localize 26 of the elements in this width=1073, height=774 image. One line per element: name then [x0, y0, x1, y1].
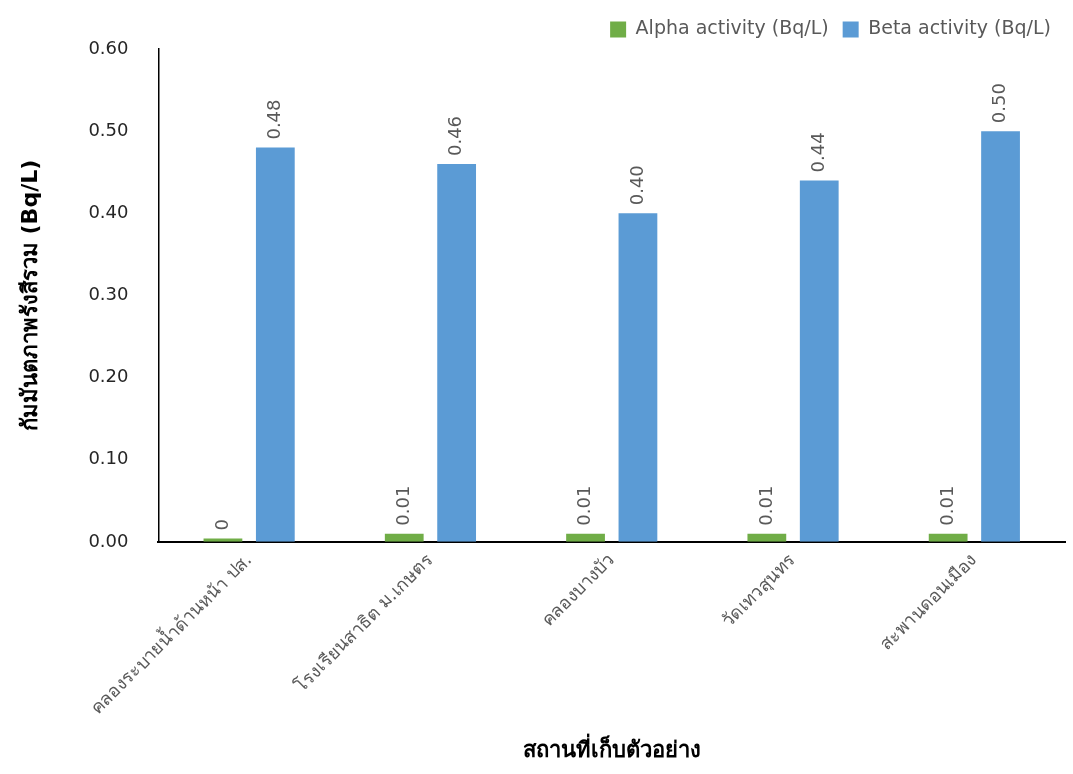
y-tick-label: 0.60 [88, 36, 129, 58]
bar [437, 164, 477, 542]
y-axis-title: กัมมันตภาพรังสีรวม (Bq/L) [16, 159, 42, 432]
y-tick-label: 0.00 [88, 529, 129, 551]
y-tick-label: 0.30 [88, 283, 129, 305]
legend-label: Beta activity (Bq/L) [868, 16, 1052, 39]
data-label: 0.01 [391, 485, 413, 526]
data-label: 0.50 [988, 83, 1010, 124]
data-label: 0.01 [573, 485, 595, 526]
data-label: 0.01 [754, 485, 776, 526]
legend-label: Alpha activity (Bq/L) [635, 16, 829, 39]
data-label: 0 [210, 519, 232, 531]
x-axis-title: สถานที่เก็บตัวอย่าง [522, 732, 701, 762]
bar [981, 131, 1020, 542]
data-label: 0.46 [444, 115, 466, 156]
data-label: 0.40 [625, 165, 647, 206]
y-tick-label: 0.10 [88, 447, 129, 469]
y-tick-label: 0.50 [88, 118, 129, 140]
data-label: 0.01 [935, 485, 957, 526]
bar [255, 147, 295, 542]
data-label: 0.44 [806, 132, 828, 173]
bar [799, 180, 839, 542]
bar [618, 213, 658, 542]
y-tick-label: 0.20 [88, 365, 129, 387]
data-label: 0.48 [263, 99, 284, 140]
y-tick-label: 0.40 [88, 200, 129, 222]
